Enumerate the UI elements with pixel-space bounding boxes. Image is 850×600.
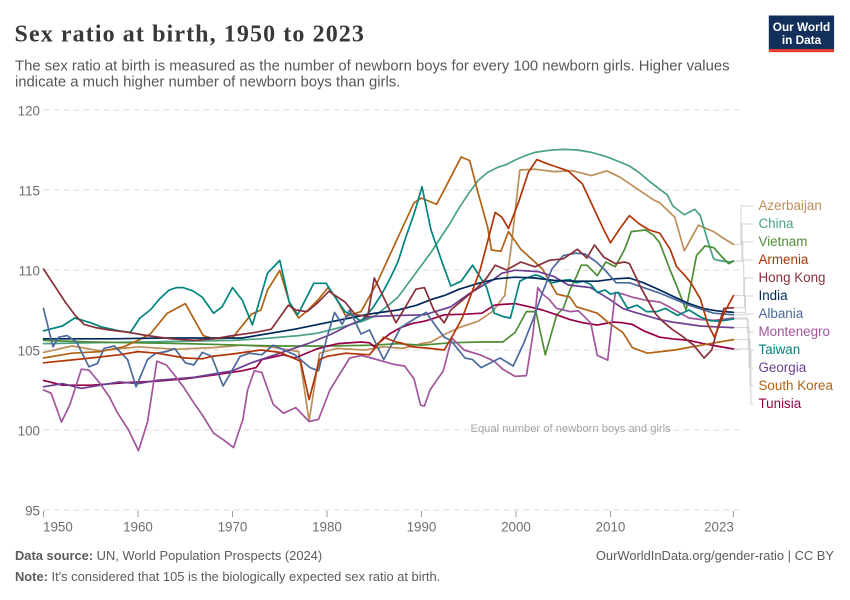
svg-text:Hong Kong: Hong Kong bbox=[759, 270, 826, 285]
svg-text:2023: 2023 bbox=[704, 520, 734, 535]
svg-text:Armenia: Armenia bbox=[759, 252, 809, 267]
svg-text:95: 95 bbox=[25, 504, 40, 519]
svg-text:indicate a much higher number: indicate a much higher number of newborn… bbox=[15, 75, 400, 91]
svg-text:Our World: Our World bbox=[773, 20, 830, 34]
svg-text:105: 105 bbox=[18, 344, 40, 359]
svg-text:Tunisia: Tunisia bbox=[759, 396, 802, 411]
svg-text:100: 100 bbox=[18, 424, 40, 439]
svg-text:Taiwan: Taiwan bbox=[759, 342, 801, 357]
svg-text:1950: 1950 bbox=[43, 520, 73, 535]
svg-text:The sex ratio at birth is meas: The sex ratio at birth is measured as th… bbox=[15, 59, 730, 75]
svg-text:2010: 2010 bbox=[596, 520, 626, 535]
svg-text:OurWorldInData.org/gender-rati: OurWorldInData.org/gender-ratio | CC BY bbox=[596, 548, 835, 563]
svg-text:Montenegro: Montenegro bbox=[759, 324, 830, 339]
svg-text:India: India bbox=[759, 288, 789, 303]
svg-text:Note: It's considered that 105: Note: It's considered that 105 is the bi… bbox=[15, 569, 440, 584]
svg-text:1960: 1960 bbox=[123, 520, 153, 535]
svg-text:Vietnam: Vietnam bbox=[759, 234, 808, 249]
svg-text:2000: 2000 bbox=[501, 520, 531, 535]
svg-text:Data source: UN, World Populat: Data source: UN, World Population Prospe… bbox=[15, 548, 322, 563]
svg-text:Azerbaijan: Azerbaijan bbox=[759, 198, 822, 213]
svg-text:South Korea: South Korea bbox=[759, 378, 834, 393]
svg-text:120: 120 bbox=[18, 104, 40, 119]
svg-text:1990: 1990 bbox=[407, 520, 437, 535]
svg-text:Equal number of newborn boys a: Equal number of newborn boys and girls bbox=[471, 423, 672, 435]
svg-text:China: China bbox=[759, 216, 795, 231]
svg-text:Sex ratio at birth, 1950 to 20: Sex ratio at birth, 1950 to 2023 bbox=[15, 22, 366, 48]
svg-text:115: 115 bbox=[19, 184, 40, 199]
svg-text:1980: 1980 bbox=[312, 520, 342, 535]
svg-text:110: 110 bbox=[19, 264, 40, 279]
svg-text:1970: 1970 bbox=[218, 520, 248, 535]
svg-text:in Data: in Data bbox=[782, 33, 822, 47]
svg-text:Albania: Albania bbox=[759, 306, 804, 321]
svg-text:Georgia: Georgia bbox=[759, 360, 807, 375]
